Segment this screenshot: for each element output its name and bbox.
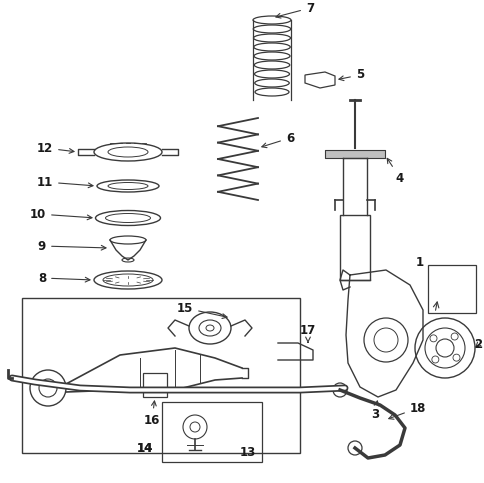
Text: 11: 11 <box>37 175 93 188</box>
Text: 14: 14 <box>136 441 153 455</box>
Text: 7: 7 <box>275 1 314 18</box>
Text: 1: 1 <box>415 256 423 269</box>
Bar <box>427 265 475 313</box>
Text: 13: 13 <box>240 445 256 458</box>
Text: 15: 15 <box>177 301 227 318</box>
Text: 17: 17 <box>299 324 316 342</box>
Text: 5: 5 <box>338 69 363 82</box>
Text: 6: 6 <box>261 131 293 148</box>
Text: 3: 3 <box>370 401 378 422</box>
Bar <box>339 215 369 280</box>
Text: 18: 18 <box>388 401 425 419</box>
Text: 9: 9 <box>38 240 106 253</box>
Bar <box>143 373 166 397</box>
Text: 14: 14 <box>136 441 153 455</box>
Bar <box>22 298 300 453</box>
Bar <box>162 402 261 462</box>
Text: 10: 10 <box>30 208 92 221</box>
Text: 4: 4 <box>386 158 403 185</box>
Text: 12: 12 <box>37 142 74 155</box>
Text: 16: 16 <box>144 401 160 426</box>
Text: 8: 8 <box>38 271 90 284</box>
Text: 2: 2 <box>473 339 481 352</box>
